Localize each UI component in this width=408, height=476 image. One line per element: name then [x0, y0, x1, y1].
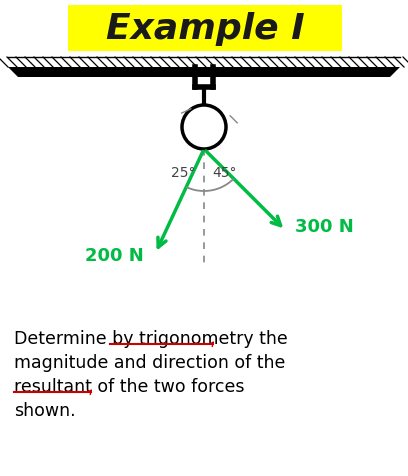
- FancyBboxPatch shape: [68, 6, 342, 52]
- Text: Example I: Example I: [106, 12, 304, 46]
- Text: Determine by trigonometry the: Determine by trigonometry the: [14, 329, 288, 347]
- Text: resultant of the two forces: resultant of the two forces: [14, 377, 244, 395]
- Text: shown.: shown.: [14, 401, 75, 419]
- Text: 200 N: 200 N: [84, 247, 143, 265]
- Text: 45°: 45°: [212, 166, 237, 179]
- Text: magnitude and direction of the: magnitude and direction of the: [14, 353, 285, 371]
- Text: 300 N: 300 N: [295, 218, 354, 236]
- Circle shape: [182, 106, 226, 149]
- Text: 25°: 25°: [171, 166, 196, 179]
- Polygon shape: [8, 68, 400, 78]
